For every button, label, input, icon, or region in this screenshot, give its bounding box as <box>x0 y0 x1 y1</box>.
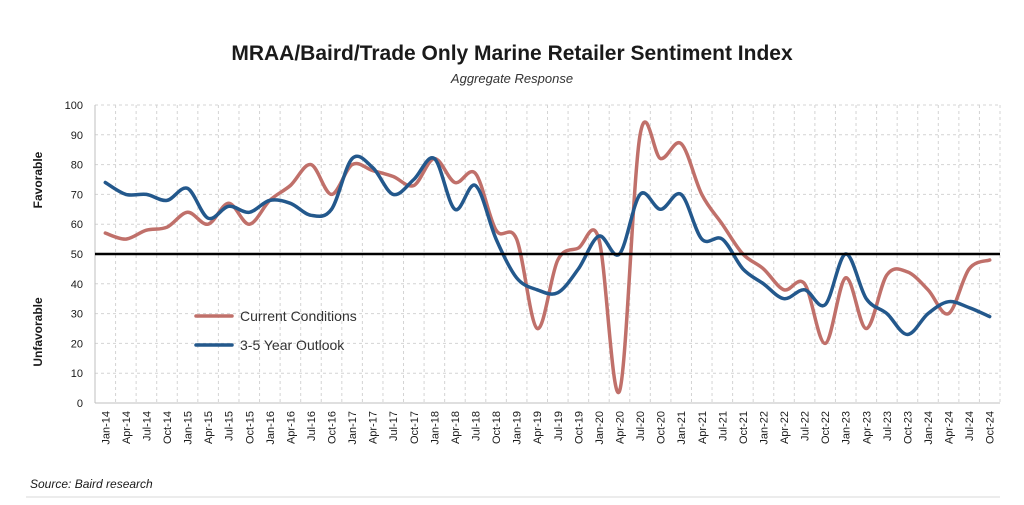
x-tick-label: Apr-18 <box>450 411 462 444</box>
series-lines <box>103 120 992 395</box>
y-tick-label: 60 <box>71 219 83 231</box>
x-tick-label: Jan-22 <box>758 411 770 445</box>
x-tick-label: Oct-16 <box>327 411 339 444</box>
legend-label-current-conditions: Current Conditions <box>240 308 357 324</box>
legend: Current Conditions 3-5 Year Outlook <box>194 308 357 353</box>
chart-title: MRAA/Baird/Trade Only Marine Retailer Se… <box>231 42 793 65</box>
x-tick-label: Jul-17 <box>388 411 400 441</box>
x-tick-label: Jul-14 <box>141 411 153 441</box>
source-note: Source: Baird research <box>30 477 153 491</box>
x-tick-label: Apr-24 <box>944 411 956 444</box>
x-tick-label: Oct-22 <box>820 411 832 444</box>
x-tick-label: Apr-15 <box>203 411 215 444</box>
chart-subtitle: Aggregate Response <box>450 71 573 86</box>
x-tick-label: Jan-17 <box>347 411 359 445</box>
x-tick-label: Jul-15 <box>224 411 236 441</box>
series-line-current-conditions <box>103 120 992 395</box>
x-tick-label: Apr-19 <box>532 411 544 444</box>
y-label-unfavorable: Unfavorable <box>31 297 45 367</box>
x-tick-label: Jul-19 <box>553 411 565 441</box>
x-tick-label: Jul-21 <box>717 411 729 441</box>
x-tick-label: Apr-21 <box>697 411 709 444</box>
x-tick-label: Jul-22 <box>800 411 812 441</box>
x-tick-label: Jan-20 <box>594 411 606 445</box>
y-axis-ticks: 0 10 20 30 40 50 60 70 80 90 100 <box>65 100 83 410</box>
y-tick-label: 20 <box>71 338 83 350</box>
y-tick-label: 0 <box>77 398 83 410</box>
x-tick-label: Jul-23 <box>882 411 894 441</box>
x-tick-label: Jul-18 <box>471 411 483 441</box>
x-tick-label: Jan-21 <box>676 411 688 445</box>
x-tick-label: Oct-17 <box>409 411 421 444</box>
x-tick-label: Jul-16 <box>306 411 318 441</box>
y-label-favorable: Favorable <box>31 151 45 208</box>
series-line-outlook <box>103 154 992 337</box>
x-tick-label: Oct-24 <box>985 411 997 444</box>
x-tick-label: Jul-20 <box>635 411 647 441</box>
x-tick-label: Oct-19 <box>573 411 585 444</box>
x-tick-label: Jul-24 <box>964 411 976 441</box>
x-axis-ticks: Jan-14 Apr-14 Jul-14 Oct-14 Jan-15 Apr-15 Jul-… <box>100 411 996 445</box>
x-tick-label: Apr-22 <box>779 411 791 444</box>
x-tick-label: Oct-20 <box>656 411 668 444</box>
x-tick-label: Jan-23 <box>841 411 853 445</box>
y-tick-label: 80 <box>71 160 83 172</box>
x-tick-label: Jan-15 <box>183 411 195 445</box>
x-tick-label: Oct-23 <box>902 411 914 444</box>
y-tick-label: 90 <box>71 130 83 142</box>
legend-label-outlook: 3-5 Year Outlook <box>240 337 345 353</box>
x-tick-label: Oct-21 <box>738 411 750 444</box>
y-tick-label: 40 <box>71 279 83 291</box>
x-tick-label: Apr-14 <box>121 411 133 444</box>
x-tick-label: Apr-17 <box>368 411 380 444</box>
x-tick-label: Apr-20 <box>614 411 626 444</box>
y-tick-label: 70 <box>71 189 83 201</box>
x-tick-label: Jan-24 <box>923 411 935 445</box>
x-tick-label: Jan-19 <box>512 411 524 445</box>
x-tick-label: Oct-14 <box>162 411 174 444</box>
x-tick-label: Apr-16 <box>285 411 297 444</box>
y-tick-label: 10 <box>71 368 83 380</box>
x-tick-label: Oct-18 <box>491 411 503 444</box>
x-tick-label: Jan-16 <box>265 411 277 445</box>
y-tick-label: 100 <box>65 100 83 112</box>
x-tick-label: Jan-14 <box>100 411 112 445</box>
x-tick-label: Jan-18 <box>429 411 441 445</box>
y-tick-label: 50 <box>71 249 83 261</box>
x-tick-label: Oct-15 <box>244 411 256 444</box>
x-tick-label: Apr-23 <box>861 411 873 444</box>
y-tick-label: 30 <box>71 309 83 321</box>
